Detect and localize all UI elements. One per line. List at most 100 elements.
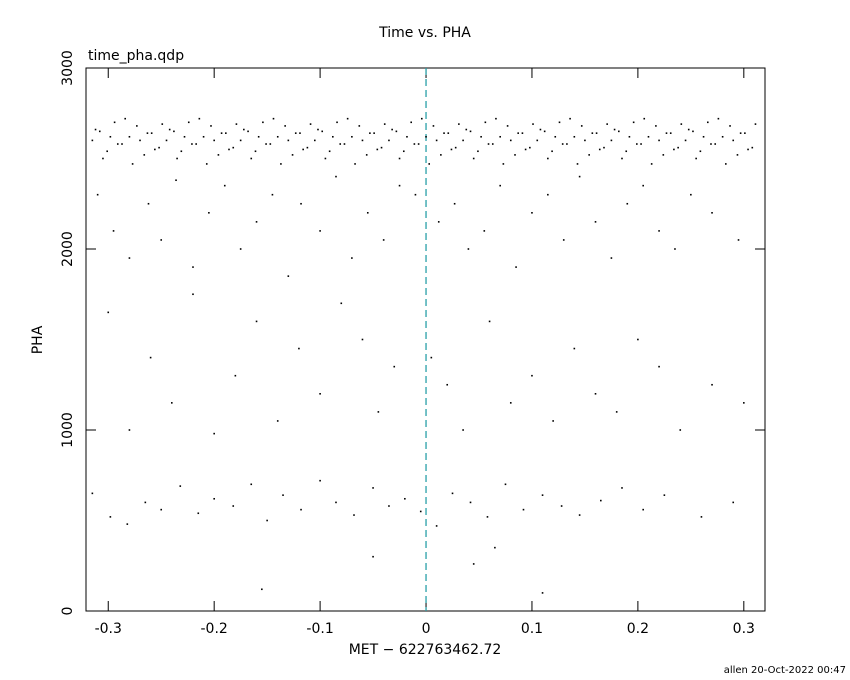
- point: [192, 266, 194, 268]
- point: [453, 202, 456, 205]
- point: [472, 563, 475, 565]
- point: [684, 139, 687, 142]
- point: [484, 121, 487, 124]
- point: [261, 588, 263, 591]
- point: [232, 146, 235, 149]
- point: [300, 508, 302, 511]
- point: [673, 148, 675, 151]
- y-axis-label: PHA: [30, 325, 46, 354]
- point: [340, 302, 343, 305]
- point: [569, 117, 571, 120]
- point: [435, 525, 438, 527]
- point: [388, 139, 390, 142]
- point: [751, 146, 754, 149]
- point: [366, 212, 369, 214]
- point: [502, 163, 505, 165]
- point: [225, 132, 227, 134]
- point: [754, 123, 757, 125]
- point: [410, 121, 412, 124]
- point: [228, 148, 230, 151]
- point: [578, 514, 581, 516]
- point: [536, 139, 539, 142]
- point: [321, 130, 324, 133]
- point: [239, 139, 242, 142]
- point: [353, 514, 355, 516]
- point: [380, 146, 383, 149]
- point: [560, 505, 563, 507]
- point: [504, 483, 507, 486]
- point: [143, 154, 146, 156]
- point: [116, 143, 119, 145]
- point: [636, 143, 638, 145]
- point: [250, 157, 253, 160]
- point: [640, 143, 642, 145]
- point: [606, 123, 608, 125]
- point: [743, 402, 745, 404]
- point: [98, 130, 101, 133]
- point: [161, 123, 164, 125]
- point: [276, 135, 279, 138]
- point: [566, 143, 568, 145]
- point: [739, 132, 742, 134]
- point: [223, 184, 226, 187]
- point: [477, 150, 479, 153]
- point: [372, 487, 374, 489]
- point: [398, 184, 401, 187]
- point: [679, 429, 682, 431]
- x-axis-label: MET − 622763462.72: [349, 642, 502, 658]
- y-tick-label: 0: [60, 607, 76, 616]
- point: [450, 148, 453, 151]
- point: [462, 429, 464, 431]
- point: [725, 163, 727, 165]
- point: [665, 132, 668, 134]
- point: [591, 132, 594, 134]
- point: [257, 135, 260, 138]
- point: [202, 135, 205, 138]
- point: [187, 121, 190, 124]
- y-tick-label: 1000: [60, 412, 76, 448]
- point: [543, 130, 546, 133]
- point: [621, 487, 623, 489]
- point: [213, 497, 215, 500]
- point: [615, 411, 618, 413]
- y-tick-label: 2000: [60, 231, 76, 267]
- point: [239, 248, 242, 250]
- point: [621, 157, 623, 160]
- point: [469, 501, 472, 504]
- point: [324, 157, 327, 160]
- point: [674, 248, 676, 250]
- point: [351, 135, 353, 138]
- point: [287, 275, 290, 277]
- point: [269, 143, 272, 145]
- point: [594, 221, 597, 223]
- point: [554, 135, 557, 138]
- point: [425, 135, 427, 138]
- point: [271, 193, 274, 196]
- point: [417, 143, 420, 145]
- point: [247, 130, 249, 133]
- point: [428, 163, 431, 165]
- point: [598, 148, 601, 151]
- point: [472, 157, 475, 160]
- chart-title: Time vs. PHA: [378, 25, 471, 41]
- x-tick-label: -0.1: [306, 621, 333, 637]
- point: [632, 121, 635, 124]
- point: [265, 143, 267, 145]
- x-tick-label: -0.2: [201, 621, 228, 637]
- point: [361, 338, 364, 341]
- point: [578, 175, 581, 178]
- point: [600, 499, 602, 502]
- point: [332, 135, 334, 138]
- point: [413, 143, 416, 145]
- x-tick-label: 0.1: [521, 621, 543, 637]
- point: [284, 125, 286, 127]
- point: [299, 132, 301, 134]
- point: [266, 519, 268, 522]
- point: [573, 347, 576, 350]
- point: [495, 117, 497, 120]
- point: [168, 128, 171, 131]
- point: [272, 117, 275, 120]
- point: [499, 135, 501, 138]
- point: [317, 128, 319, 131]
- point: [107, 311, 110, 314]
